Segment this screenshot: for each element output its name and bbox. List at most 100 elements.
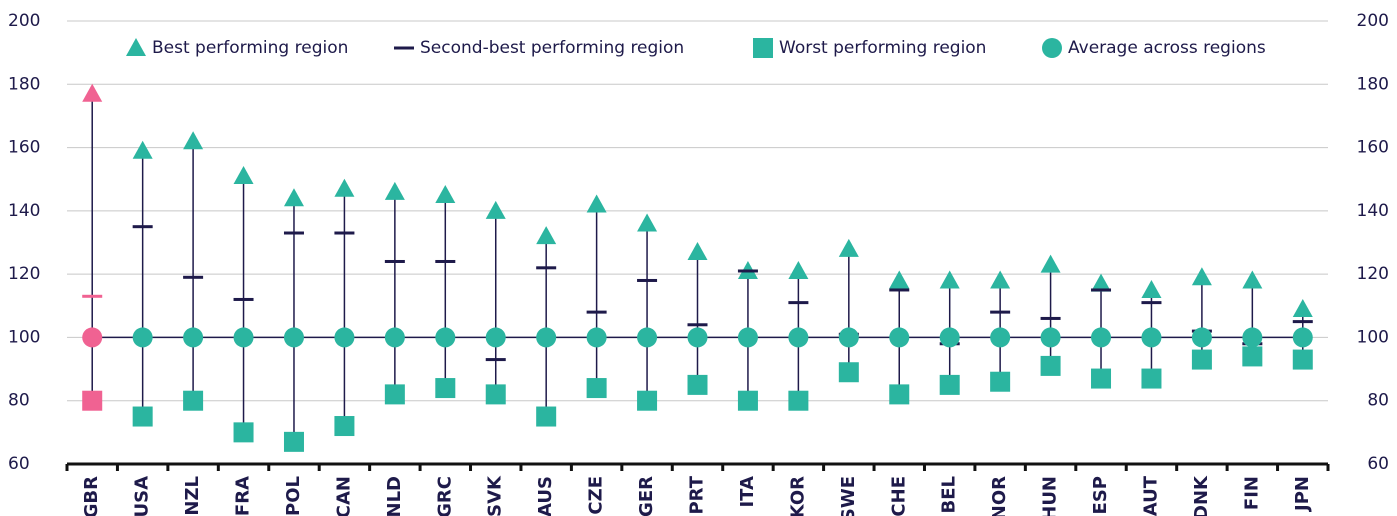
x-tick-label: FRA: [233, 476, 254, 516]
average-marker: [82, 327, 103, 348]
y2-tick-label: 140: [1357, 201, 1389, 221]
average-marker: [1141, 327, 1162, 348]
x-tick-label: GER: [636, 476, 657, 516]
second-marker: [788, 301, 809, 305]
y-tick-label: 160: [8, 138, 40, 158]
worst-marker: [233, 422, 254, 443]
x-tick-label: POL: [283, 476, 304, 516]
x-tick-label: DNK: [1191, 475, 1212, 516]
worst-marker: [1292, 349, 1313, 370]
worst-marker: [334, 416, 355, 437]
worst-marker: [1091, 368, 1112, 389]
average-marker: [838, 327, 859, 348]
average-marker: [536, 327, 557, 348]
best-marker: [384, 181, 405, 200]
best-marker: [283, 188, 304, 207]
best-marker: [687, 241, 708, 260]
average-marker: [586, 327, 607, 348]
worst-marker: [687, 374, 708, 395]
x-tick-label: HUN: [1040, 476, 1061, 516]
average-marker: [183, 327, 204, 348]
average-marker: [132, 327, 153, 348]
y-tick-label: 140: [8, 201, 40, 221]
worst-marker: [384, 384, 405, 405]
legend-marker: [394, 46, 414, 50]
average-marker: [1091, 327, 1112, 348]
y-tick-label: 180: [8, 74, 40, 94]
best-marker: [485, 200, 506, 219]
best-marker: [1292, 298, 1313, 317]
second-marker: [485, 358, 506, 362]
second-marker: [1040, 316, 1061, 320]
best-marker: [990, 270, 1011, 289]
x-tick-label: FIN: [1241, 476, 1262, 510]
y2-tick-label: 180: [1357, 74, 1389, 94]
y2-tick-label: 100: [1357, 327, 1389, 347]
worst-marker: [788, 390, 809, 411]
worst-marker: [1040, 355, 1061, 376]
worst-marker: [1242, 346, 1263, 367]
average-marker: [1040, 327, 1061, 348]
average-marker: [485, 327, 506, 348]
best-marker: [939, 270, 960, 289]
best-marker: [889, 270, 910, 289]
x-tick-label: CZE: [586, 476, 607, 515]
average-marker: [1242, 327, 1263, 348]
worst-marker: [838, 362, 859, 383]
second-marker: [637, 278, 658, 282]
y-tick-label: 80: [8, 391, 30, 411]
x-tick-label: NZL: [182, 476, 203, 516]
worst-marker: [435, 378, 456, 399]
legend-label: Average across regions: [1068, 38, 1266, 58]
best-marker: [1242, 270, 1263, 289]
legend-marker: [1042, 38, 1062, 58]
best-marker: [435, 185, 456, 204]
x-tick-label: ESP: [1090, 476, 1111, 514]
x-tick-label: JPN: [1292, 476, 1313, 513]
worst-marker: [132, 406, 153, 427]
average-marker: [435, 327, 456, 348]
worst-marker: [939, 374, 960, 395]
average-marker: [1191, 327, 1212, 348]
y2-tick-label: 200: [1357, 11, 1389, 31]
worst-marker: [737, 390, 758, 411]
second-marker: [82, 294, 103, 298]
second-marker: [1091, 288, 1112, 292]
best-marker: [1191, 267, 1212, 286]
x-tick-label: SVK: [485, 475, 506, 516]
worst-marker: [82, 390, 103, 411]
average-marker: [889, 327, 910, 348]
y2-tick-label: 120: [1357, 264, 1389, 284]
x-tick-label: NLD: [384, 476, 405, 516]
best-marker: [586, 194, 607, 213]
x-tick-label: USA: [132, 476, 153, 516]
second-marker: [384, 259, 405, 263]
second-marker: [183, 275, 204, 279]
second-marker: [435, 259, 456, 263]
worst-marker: [283, 431, 304, 452]
best-marker: [82, 83, 103, 102]
best-marker: [1040, 254, 1061, 273]
best-marker: [183, 131, 204, 150]
average-marker: [687, 327, 708, 348]
average-marker: [990, 327, 1011, 348]
second-marker: [536, 266, 557, 270]
average-marker: [334, 327, 355, 348]
average-marker: [637, 327, 658, 348]
y-tick-label: 120: [8, 264, 40, 284]
legend-label: Second-best performing region: [420, 38, 684, 58]
second-marker: [233, 297, 254, 301]
x-tick-label: NOR: [989, 476, 1010, 516]
legend-marker: [753, 38, 773, 58]
y-tick-label: 100: [8, 327, 40, 347]
x-tick-label: AUT: [1140, 475, 1161, 516]
average-marker: [788, 327, 809, 348]
best-marker: [1091, 273, 1112, 292]
x-tick-label: GBR: [81, 476, 102, 516]
x-tick-label: BEL: [939, 476, 960, 514]
worst-marker: [536, 406, 557, 427]
y-tick-label: 60: [8, 454, 30, 474]
worst-marker: [637, 390, 658, 411]
average-marker: [384, 327, 405, 348]
average-marker: [1292, 327, 1313, 348]
